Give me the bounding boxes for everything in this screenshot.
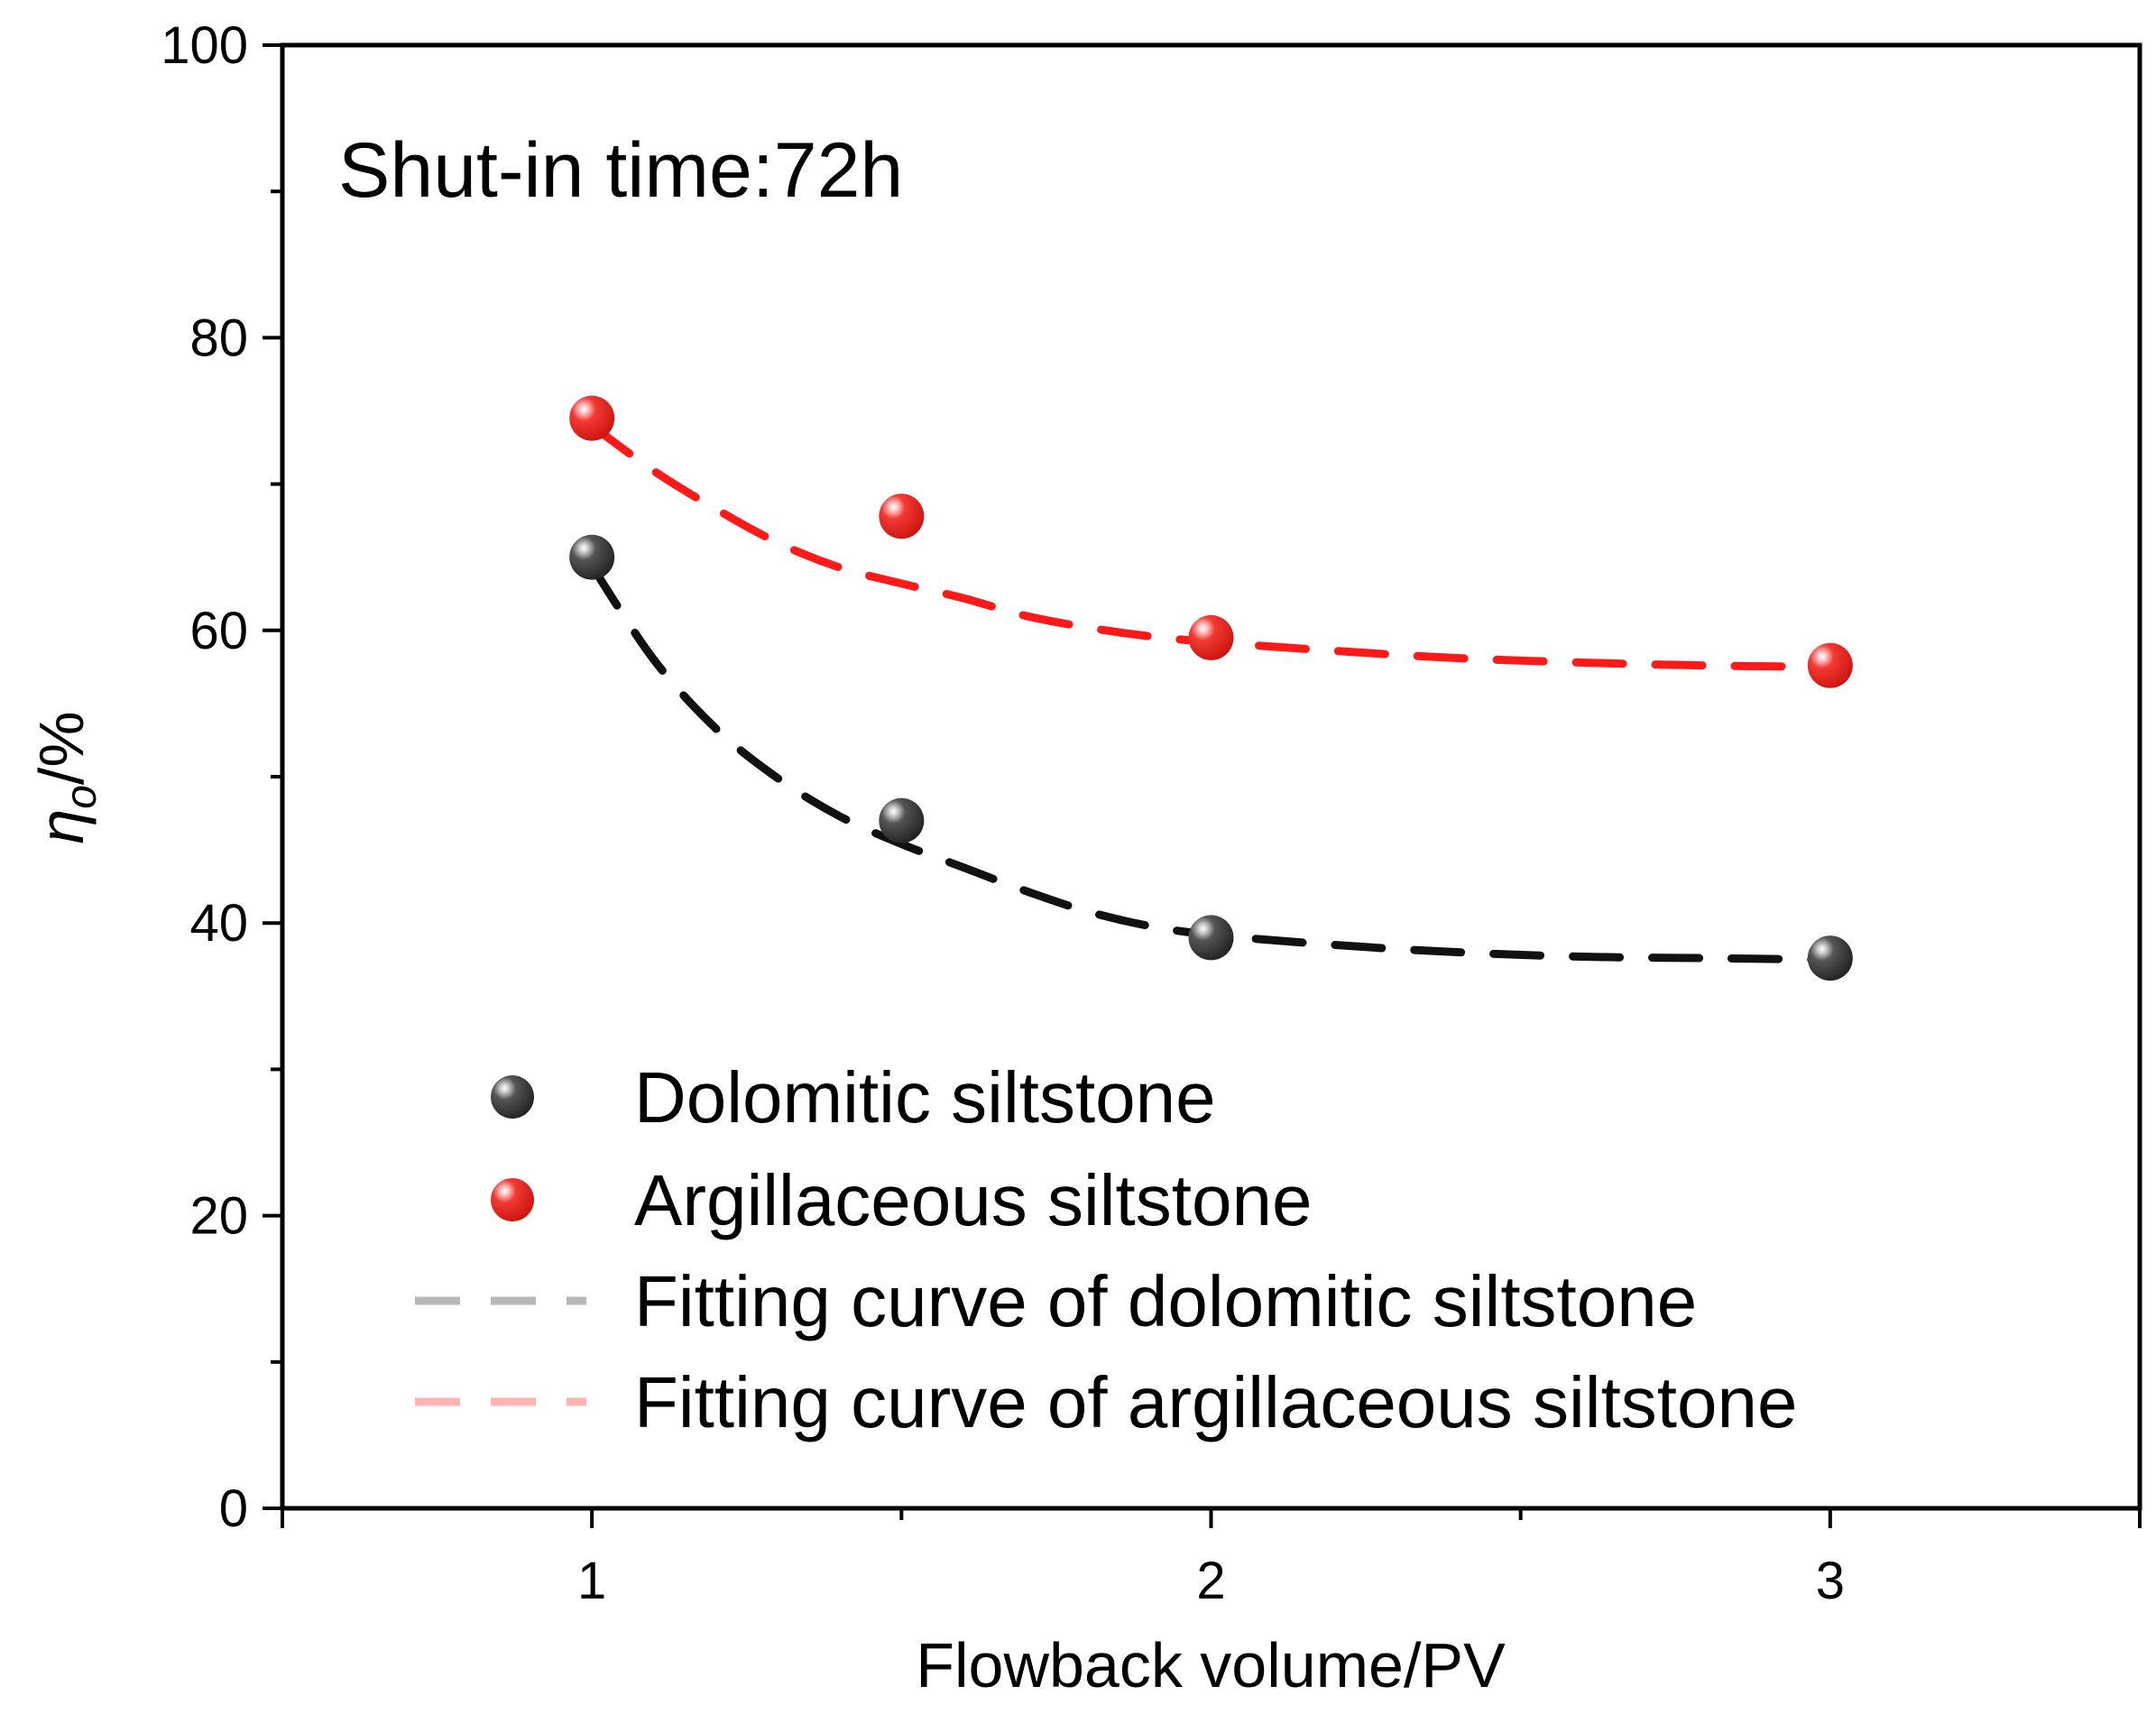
y-tick-label: 20 [189, 1187, 248, 1246]
legend-marker-dolomitic [491, 1075, 534, 1119]
y-tick-label: 80 [189, 309, 248, 367]
point-dolomitic [1807, 935, 1853, 981]
point-argillaceous [879, 493, 925, 539]
legend: Dolomitic siltstone Argillaceous siltsto… [415, 1057, 1798, 1442]
data-points [569, 395, 1853, 981]
y-tick-label: 100 [161, 16, 248, 75]
x-axis-title: Flowback volume/PV [916, 1630, 1506, 1700]
y-axis: 0 20 40 60 80 100 [161, 16, 282, 1538]
point-dolomitic [569, 534, 615, 580]
x-tick-label: 3 [1816, 1552, 1845, 1610]
legend-label-dolomitic: Dolomitic siltstone [634, 1057, 1216, 1138]
legend-label-argillaceous: Argillaceous siltstone [634, 1160, 1312, 1240]
x-tick-label: 1 [577, 1552, 606, 1610]
y-axis-title-unit: /% [26, 711, 97, 785]
point-dolomitic [1188, 915, 1234, 961]
point-argillaceous [1188, 614, 1234, 660]
x-axis: 1 2 3 [281, 1508, 2142, 1610]
fit-curves [587, 421, 1835, 964]
y-tick-label: 40 [189, 894, 248, 953]
point-argillaceous [1807, 642, 1853, 688]
legend-label-dolomitic-fit: Fitting curve of dolomitic siltstone [634, 1261, 1697, 1341]
fit-curve-argillaceous [587, 421, 1835, 671]
y-axis-title-symbol: η [26, 809, 97, 844]
y-axis-title-subscript: o [58, 785, 106, 809]
legend-marker-argillaceous [491, 1178, 534, 1221]
point-dolomitic [879, 797, 925, 843]
annotation-shut-in-time: Shut-in time:72h [338, 127, 903, 214]
y-tick-label: 60 [189, 602, 248, 660]
x-tick-label: 2 [1196, 1552, 1225, 1610]
y-axis-title: ηo/% [26, 711, 106, 843]
point-argillaceous [569, 395, 615, 441]
legend-label-argillaceous-fit: Fitting curve of argillaceous siltstone [634, 1362, 1798, 1442]
y-tick-label: 0 [219, 1479, 248, 1538]
